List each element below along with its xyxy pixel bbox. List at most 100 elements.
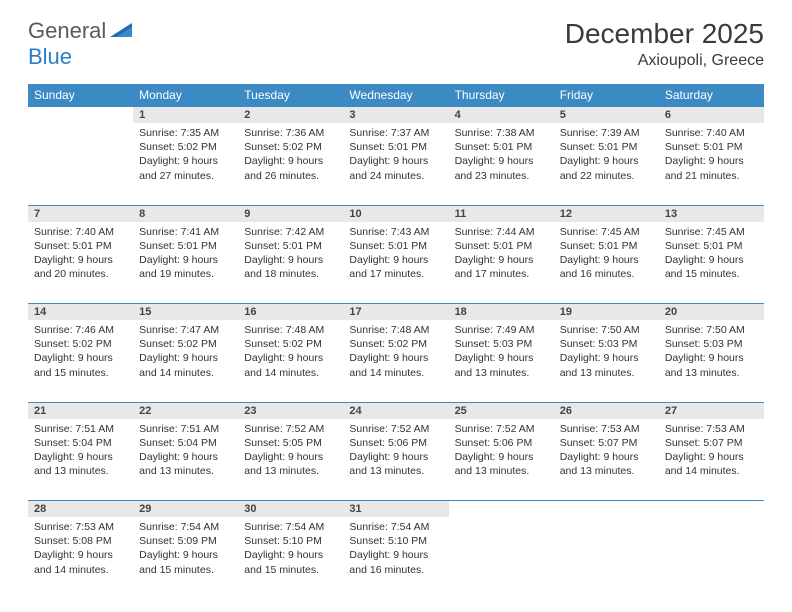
day-number-cell: 25	[449, 402, 554, 419]
day-number-cell: 22	[133, 402, 238, 419]
day-number-cell: 5	[554, 107, 659, 124]
day-content-cell	[659, 517, 764, 599]
daylight-line: Daylight: 9 hours and 22 minutes.	[560, 154, 653, 182]
day-content-cell: Sunrise: 7:39 AMSunset: 5:01 PMDaylight:…	[554, 123, 659, 205]
sunset-line: Sunset: 5:03 PM	[560, 337, 653, 351]
daylight-line: Daylight: 9 hours and 23 minutes.	[455, 154, 548, 182]
sunrise-line: Sunrise: 7:47 AM	[139, 323, 232, 337]
daylight-line: Daylight: 9 hours and 14 minutes.	[244, 351, 337, 379]
daylight-line: Daylight: 9 hours and 15 minutes.	[34, 351, 127, 379]
daylight-line: Daylight: 9 hours and 24 minutes.	[349, 154, 442, 182]
day-number-cell: 21	[28, 402, 133, 419]
day-content-cell: Sunrise: 7:52 AMSunset: 5:05 PMDaylight:…	[238, 419, 343, 501]
daylight-line: Daylight: 9 hours and 15 minutes.	[665, 253, 758, 281]
sunset-line: Sunset: 5:02 PM	[34, 337, 127, 351]
sunset-line: Sunset: 5:02 PM	[349, 337, 442, 351]
sunset-line: Sunset: 5:07 PM	[665, 436, 758, 450]
sunrise-line: Sunrise: 7:36 AM	[244, 126, 337, 140]
daylight-line: Daylight: 9 hours and 14 minutes.	[349, 351, 442, 379]
daylight-line: Daylight: 9 hours and 13 minutes.	[349, 450, 442, 478]
day-number-cell: 2	[238, 107, 343, 124]
sunrise-line: Sunrise: 7:54 AM	[139, 520, 232, 534]
day-content-cell: Sunrise: 7:54 AMSunset: 5:09 PMDaylight:…	[133, 517, 238, 599]
daylight-line: Daylight: 9 hours and 14 minutes.	[34, 548, 127, 576]
sunset-line: Sunset: 5:04 PM	[34, 436, 127, 450]
day-content-cell: Sunrise: 7:45 AMSunset: 5:01 PMDaylight:…	[554, 222, 659, 304]
daylight-line: Daylight: 9 hours and 13 minutes.	[560, 450, 653, 478]
sunrise-line: Sunrise: 7:54 AM	[244, 520, 337, 534]
day-number-cell	[449, 501, 554, 518]
daylight-line: Daylight: 9 hours and 16 minutes.	[560, 253, 653, 281]
sunrise-line: Sunrise: 7:40 AM	[665, 126, 758, 140]
day-content-cell: Sunrise: 7:52 AMSunset: 5:06 PMDaylight:…	[449, 419, 554, 501]
day-number-cell: 1	[133, 107, 238, 124]
daylight-line: Daylight: 9 hours and 20 minutes.	[34, 253, 127, 281]
daylight-line: Daylight: 9 hours and 13 minutes.	[560, 351, 653, 379]
brand-logo: General	[28, 18, 134, 44]
location-text: Axioupoli, Greece	[565, 52, 764, 70]
sunset-line: Sunset: 5:01 PM	[560, 239, 653, 253]
sunset-line: Sunset: 5:01 PM	[455, 239, 548, 253]
day-number-cell	[659, 501, 764, 518]
daylight-line: Daylight: 9 hours and 13 minutes.	[139, 450, 232, 478]
month-title: December 2025	[565, 18, 764, 50]
day-content-cell: Sunrise: 7:48 AMSunset: 5:02 PMDaylight:…	[238, 320, 343, 402]
weekday-header-row: SundayMondayTuesdayWednesdayThursdayFrid…	[28, 84, 764, 107]
day-number-cell: 20	[659, 304, 764, 321]
brand-triangle-icon	[110, 21, 132, 42]
day-content-cell: Sunrise: 7:43 AMSunset: 5:01 PMDaylight:…	[343, 222, 448, 304]
day-content-cell	[554, 517, 659, 599]
day-content-cell: Sunrise: 7:50 AMSunset: 5:03 PMDaylight:…	[554, 320, 659, 402]
daylight-line: Daylight: 9 hours and 21 minutes.	[665, 154, 758, 182]
sunset-line: Sunset: 5:05 PM	[244, 436, 337, 450]
sunrise-line: Sunrise: 7:52 AM	[244, 422, 337, 436]
sunset-line: Sunset: 5:07 PM	[560, 436, 653, 450]
daylight-line: Daylight: 9 hours and 15 minutes.	[244, 548, 337, 576]
daylight-line: Daylight: 9 hours and 15 minutes.	[139, 548, 232, 576]
day-content-cell: Sunrise: 7:54 AMSunset: 5:10 PMDaylight:…	[343, 517, 448, 599]
sunset-line: Sunset: 5:08 PM	[34, 534, 127, 548]
daylight-line: Daylight: 9 hours and 14 minutes.	[665, 450, 758, 478]
daylight-line: Daylight: 9 hours and 13 minutes.	[455, 351, 548, 379]
sunset-line: Sunset: 5:06 PM	[349, 436, 442, 450]
sunrise-line: Sunrise: 7:53 AM	[665, 422, 758, 436]
day-content-cell: Sunrise: 7:40 AMSunset: 5:01 PMDaylight:…	[28, 222, 133, 304]
sunrise-line: Sunrise: 7:48 AM	[244, 323, 337, 337]
day-number-cell: 16	[238, 304, 343, 321]
day-number-cell: 24	[343, 402, 448, 419]
sunrise-line: Sunrise: 7:50 AM	[665, 323, 758, 337]
sunset-line: Sunset: 5:01 PM	[244, 239, 337, 253]
sunset-line: Sunset: 5:02 PM	[244, 140, 337, 154]
sunrise-line: Sunrise: 7:45 AM	[665, 225, 758, 239]
day-content-cell: Sunrise: 7:50 AMSunset: 5:03 PMDaylight:…	[659, 320, 764, 402]
weekday-header: Wednesday	[343, 84, 448, 107]
day-number-cell: 8	[133, 205, 238, 222]
day-content-cell: Sunrise: 7:37 AMSunset: 5:01 PMDaylight:…	[343, 123, 448, 205]
day-number-cell: 12	[554, 205, 659, 222]
day-content-cell: Sunrise: 7:53 AMSunset: 5:07 PMDaylight:…	[659, 419, 764, 501]
daylight-line: Daylight: 9 hours and 17 minutes.	[349, 253, 442, 281]
sunset-line: Sunset: 5:01 PM	[139, 239, 232, 253]
day-content-cell: Sunrise: 7:45 AMSunset: 5:01 PMDaylight:…	[659, 222, 764, 304]
day-number-cell: 7	[28, 205, 133, 222]
sunset-line: Sunset: 5:10 PM	[244, 534, 337, 548]
day-content-row: Sunrise: 7:51 AM Sunset: 5:04 PM Daylight:…	[28, 419, 764, 501]
sunrise-line: Sunrise: 7:50 AM	[560, 323, 653, 337]
day-number-cell: 30	[238, 501, 343, 518]
sunrise-line: Sunrise: 7:39 AM	[560, 126, 653, 140]
sunrise-line: Sunrise: 7:38 AM	[455, 126, 548, 140]
day-number-cell: 11	[449, 205, 554, 222]
sunset-line: Sunset: 5:02 PM	[139, 337, 232, 351]
day-number-row: 78910111213	[28, 205, 764, 222]
sunrise-line: Sunrise: 7:52 AM	[455, 422, 548, 436]
sunset-line: Sunset: 5:01 PM	[34, 239, 127, 253]
sunrise-line: Sunrise: 7:51 AM	[139, 422, 232, 436]
sunset-line: Sunset: 5:01 PM	[349, 140, 442, 154]
weekday-header: Saturday	[659, 84, 764, 107]
day-number-cell: 14	[28, 304, 133, 321]
day-number-cell	[554, 501, 659, 518]
daylight-line: Daylight: 9 hours and 27 minutes.	[139, 154, 232, 182]
sunset-line: Sunset: 5:01 PM	[349, 239, 442, 253]
sunrise-line: Sunrise: 7:49 AM	[455, 323, 548, 337]
daylight-line: Daylight: 9 hours and 13 minutes.	[244, 450, 337, 478]
